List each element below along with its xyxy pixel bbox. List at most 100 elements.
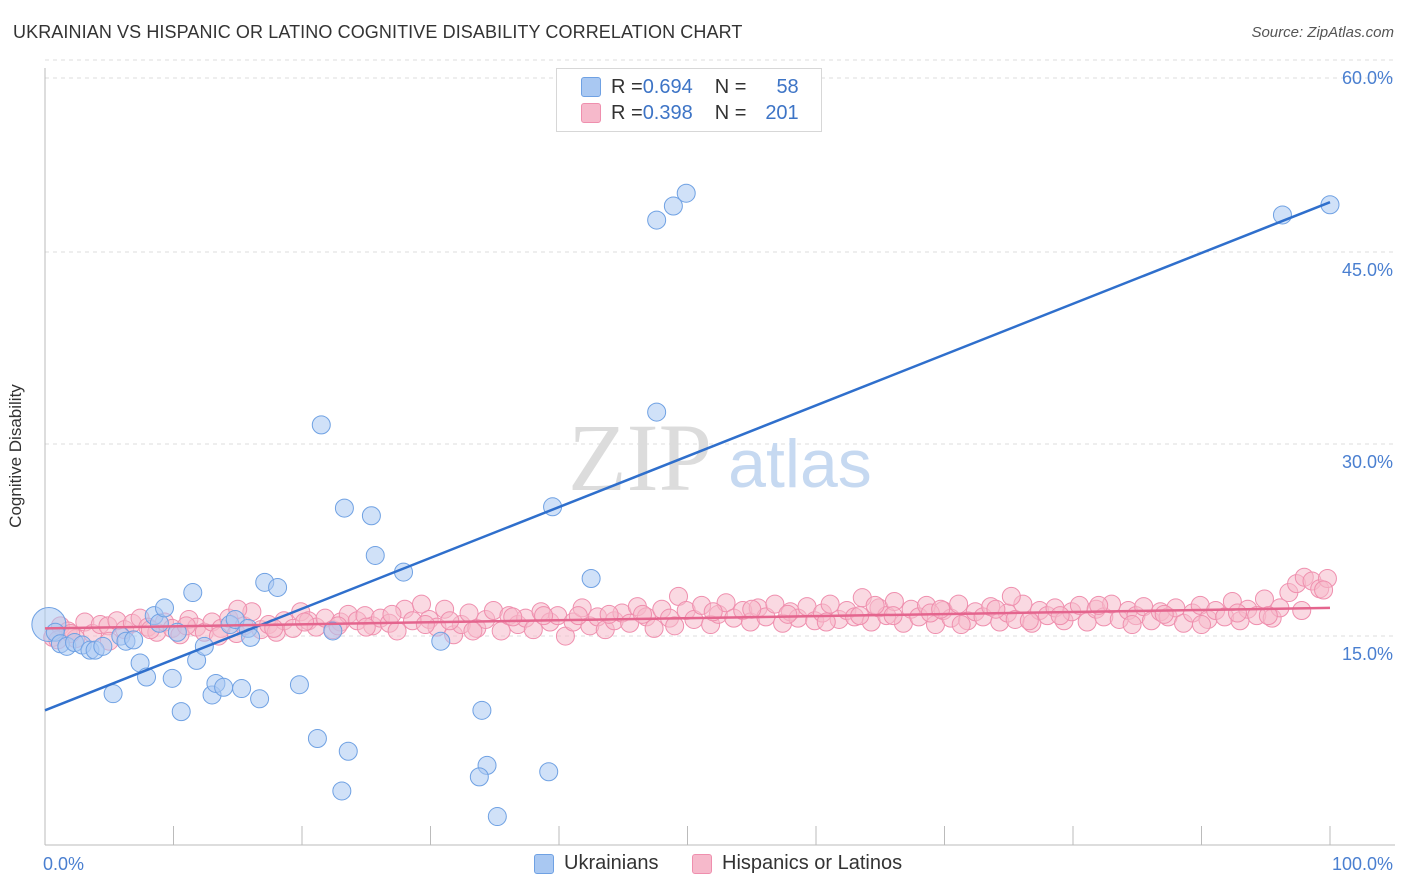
point-ukrainians <box>487 807 507 827</box>
point-ukrainians <box>155 598 175 618</box>
axes <box>44 68 1395 846</box>
point-hispanics <box>1192 615 1211 635</box>
point-ukrainians <box>167 622 187 642</box>
point-ukrainians <box>647 402 667 422</box>
point-hispanics <box>1227 603 1247 623</box>
point-ukrainians <box>307 728 327 748</box>
series-legend: Ukrainians Hispanics or Latinos <box>0 852 1406 878</box>
legend-item-ukrainians[interactable]: Ukrainians <box>534 852 658 875</box>
grid-lines <box>45 59 1395 637</box>
legend-n-label: N = <box>714 75 747 98</box>
point-hispanics <box>295 612 315 632</box>
legend-row-hispanics: R = 0.398 N = 201 <box>581 100 799 126</box>
point-ukrainians <box>323 621 343 641</box>
point-hispanics <box>415 615 435 635</box>
point-hispanics <box>568 606 588 626</box>
chart-title: UKRAINIAN VS HISPANIC OR LATINO COGNITIV… <box>13 22 743 42</box>
point-hispanics <box>816 612 836 632</box>
tick-labels: 15.0% 30.0% 45.0% 60.0% 0.0% 100.0% <box>43 68 1393 874</box>
legend-n-value: 58 <box>776 75 799 98</box>
legend-item-hispanics[interactable]: Hispanics or Latinos <box>692 852 902 875</box>
point-hispanics <box>1050 606 1070 626</box>
point-hispanics <box>986 599 1006 619</box>
point-hispanics <box>356 617 376 637</box>
legend-swatch-pink <box>581 103 601 123</box>
point-hispanics <box>534 606 554 626</box>
legend-r-value: 0.398 <box>642 101 693 124</box>
trend-line-hispanics <box>44 606 1331 630</box>
watermark: ZIP atlas <box>568 404 872 511</box>
point-hispanics <box>742 599 762 619</box>
trend-line-ukrainians <box>44 200 1331 712</box>
point-hispanics <box>1001 586 1021 606</box>
y-tick-label: 15.0% <box>1342 644 1393 664</box>
point-ukrainians <box>183 583 203 603</box>
stats-legend: R = 0.694 N = 58 R = 0.398 N = 201 <box>556 68 822 132</box>
point-hispanics <box>951 615 971 635</box>
y-axis-label: Cognitive Disability <box>6 384 25 528</box>
point-hispanics <box>1019 611 1039 631</box>
point-ukrainians <box>469 767 489 787</box>
point-ukrainians <box>365 545 385 565</box>
point-ukrainians <box>124 630 144 650</box>
point-ukrainians <box>334 498 354 518</box>
point-hispanics <box>503 607 523 627</box>
x-tick-label: 100.0% <box>1332 854 1393 874</box>
point-ukrainians <box>361 506 381 526</box>
legend-label: Hispanics or Latinos <box>722 852 903 874</box>
point-hispanics <box>949 594 969 614</box>
point-ukrainians <box>250 689 270 709</box>
point-ukrainians <box>311 415 331 435</box>
point-hispanics <box>1314 580 1334 600</box>
legend-label: Ukrainians <box>564 852 659 874</box>
legend-r-label: R = <box>611 101 643 124</box>
legend-swatch-pink <box>692 853 712 874</box>
point-ukrainians <box>663 196 683 216</box>
point-ukrainians <box>162 668 182 688</box>
point-hispanics <box>633 604 653 624</box>
point-ukrainians <box>676 183 696 203</box>
legend-swatch-blue <box>581 77 601 97</box>
point-ukrainians <box>472 700 492 720</box>
point-hispanics <box>820 594 840 614</box>
point-ukrainians <box>103 684 123 704</box>
y-tick-label: 60.0% <box>1342 68 1393 88</box>
point-ukrainians <box>581 568 601 588</box>
point-hispanics <box>1089 595 1109 615</box>
legend-n-label: N = <box>714 101 747 124</box>
point-ukrainians <box>93 636 113 656</box>
legend-swatch-blue <box>534 853 554 874</box>
point-hispanics <box>931 599 951 619</box>
point-ukrainians <box>268 577 288 597</box>
x-tick-label: 0.0% <box>43 854 84 874</box>
trend-lines <box>44 200 1331 712</box>
point-hispanics <box>865 595 885 615</box>
legend-r-label: R = <box>611 75 643 98</box>
legend-r-value: 0.694 <box>642 75 693 98</box>
watermark-atlas: atlas <box>728 426 872 502</box>
point-hispanics <box>665 616 685 636</box>
point-hispanics <box>1258 606 1278 626</box>
point-hispanics <box>387 621 407 641</box>
point-hispanics <box>1154 604 1174 624</box>
point-hispanics <box>1122 615 1142 635</box>
point-ukrainians <box>232 679 252 699</box>
point-hispanics <box>1292 600 1312 620</box>
point-ukrainians <box>289 675 309 695</box>
point-ukrainians <box>647 210 667 230</box>
point-hispanics <box>703 602 723 622</box>
point-hispanics <box>765 594 785 614</box>
y-tick-label: 45.0% <box>1342 260 1393 280</box>
point-ukrainians <box>214 677 234 697</box>
point-ukrainians <box>171 702 191 722</box>
point-ukrainians <box>539 762 559 782</box>
y-tick-label: 30.0% <box>1342 452 1393 472</box>
point-hispanics <box>778 604 798 624</box>
point-hispanics <box>412 594 432 614</box>
point-hispanics <box>382 604 402 624</box>
point-ukrainians <box>332 781 352 801</box>
source-label: Source: ZipAtlas.com <box>1251 24 1394 41</box>
point-ukrainians <box>338 741 358 761</box>
legend-n-value: 201 <box>765 101 799 124</box>
